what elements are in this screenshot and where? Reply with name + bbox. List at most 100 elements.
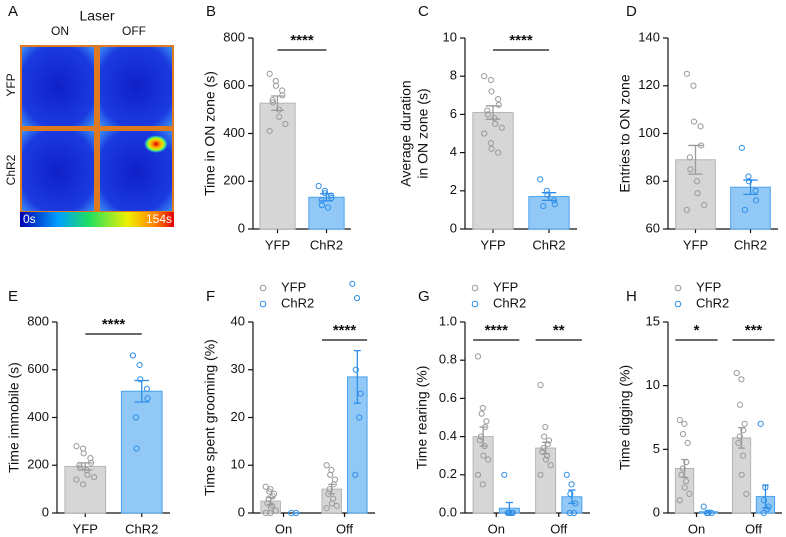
data-point bbox=[703, 509, 711, 517]
data-point bbox=[542, 456, 550, 463]
data-point bbox=[741, 206, 748, 213]
y-tick-label: 8 bbox=[450, 68, 457, 83]
heatmap-panel: A Laser ON OFF YFP ChR2 0s 154s bbox=[4, 3, 174, 227]
x-tick-label: ChR2 bbox=[532, 237, 565, 252]
data-point bbox=[266, 488, 273, 495]
panel-letter: D bbox=[626, 3, 637, 20]
legend-marker bbox=[259, 284, 267, 292]
y-tick-label: 60 bbox=[646, 220, 660, 235]
data-point bbox=[735, 439, 742, 447]
data-point bbox=[760, 509, 767, 517]
y-tick-label: 200 bbox=[27, 457, 49, 472]
data-point bbox=[132, 414, 140, 421]
colorbar bbox=[20, 212, 174, 227]
data-point bbox=[269, 96, 276, 104]
data-point bbox=[275, 106, 283, 113]
x-tick-label: YFP bbox=[683, 237, 708, 252]
data-point bbox=[684, 439, 691, 447]
significance-label: **** bbox=[509, 32, 533, 49]
data-point bbox=[323, 462, 330, 469]
y-axis-label: in ON zone (s) bbox=[415, 88, 431, 178]
data-point bbox=[694, 190, 701, 197]
y-tick-label: 20 bbox=[231, 409, 245, 424]
data-point bbox=[266, 70, 273, 77]
y-tick-label: 15 bbox=[646, 313, 660, 328]
data-point bbox=[539, 448, 546, 455]
data-point bbox=[479, 481, 486, 488]
data-point bbox=[484, 111, 491, 118]
data-point bbox=[272, 82, 280, 89]
data-point bbox=[87, 459, 95, 466]
data-point bbox=[474, 471, 482, 478]
heatmap-hotspot bbox=[144, 135, 168, 153]
data-point bbox=[323, 505, 330, 512]
y-axis-label: Entries to ON zone bbox=[617, 74, 633, 192]
data-point bbox=[495, 149, 502, 156]
x-tick-label: On bbox=[688, 521, 705, 536]
data-point bbox=[700, 503, 707, 510]
y-axis-label: Time rearing (%) bbox=[414, 366, 430, 470]
y-tick-label: 0 bbox=[42, 504, 49, 519]
x-tick-label: Off bbox=[550, 521, 567, 536]
error-bar bbox=[134, 379, 150, 403]
heatmap-cell bbox=[22, 131, 94, 211]
data-point bbox=[476, 437, 483, 444]
data-point bbox=[757, 420, 764, 427]
data-point bbox=[478, 410, 485, 417]
data-point bbox=[752, 187, 759, 194]
y-tick-label: 600 bbox=[27, 361, 49, 376]
data-point bbox=[481, 443, 488, 450]
data-point bbox=[325, 490, 332, 497]
data-point bbox=[137, 376, 144, 383]
data-point bbox=[333, 502, 340, 509]
data-point bbox=[701, 202, 708, 209]
data-point bbox=[686, 154, 693, 161]
data-point bbox=[760, 497, 768, 504]
data-point bbox=[544, 452, 551, 459]
data-point bbox=[321, 190, 329, 197]
data-point bbox=[542, 423, 549, 431]
legend-marker bbox=[674, 300, 682, 308]
data-point bbox=[143, 385, 151, 392]
data-point bbox=[501, 471, 508, 478]
data-point bbox=[544, 441, 551, 448]
data-point bbox=[266, 128, 273, 135]
y-tick-label: 0.6 bbox=[439, 390, 457, 405]
data-point bbox=[292, 509, 300, 517]
data-point bbox=[764, 506, 771, 513]
legend-marker bbox=[259, 300, 267, 308]
x-tick-label: ChR2 bbox=[125, 521, 158, 536]
panel-letter: C bbox=[418, 3, 429, 20]
column-label: ON bbox=[51, 24, 69, 38]
data-point bbox=[73, 443, 80, 450]
significance-label: *** bbox=[745, 322, 763, 339]
bar bbox=[731, 437, 752, 514]
data-point bbox=[568, 481, 575, 488]
data-point bbox=[551, 201, 558, 208]
data-point bbox=[488, 88, 495, 95]
data-point bbox=[498, 124, 505, 131]
data-point bbox=[690, 82, 697, 89]
y-axis-label: Time digging (%) bbox=[617, 365, 633, 470]
data-point bbox=[570, 509, 578, 517]
data-point bbox=[80, 450, 87, 457]
data-point bbox=[136, 361, 143, 369]
colorbar-label: 154s bbox=[146, 212, 172, 226]
data-point bbox=[481, 73, 488, 80]
y-tick-label: 10 bbox=[646, 377, 660, 392]
data-point bbox=[484, 107, 491, 114]
data-point bbox=[352, 471, 359, 478]
data-point bbox=[491, 115, 498, 122]
data-point bbox=[698, 142, 705, 149]
panel-letter: B bbox=[206, 3, 216, 20]
data-point bbox=[679, 465, 686, 472]
data-point bbox=[676, 497, 683, 504]
panel-letter: G bbox=[418, 288, 430, 305]
data-point bbox=[282, 120, 289, 128]
y-tick-label: 0.8 bbox=[439, 352, 457, 367]
y-tick-label: 10 bbox=[443, 29, 457, 44]
data-point bbox=[545, 437, 553, 444]
data-point bbox=[356, 414, 363, 421]
data-point bbox=[736, 401, 744, 408]
x-tick-label: Off bbox=[745, 521, 762, 536]
